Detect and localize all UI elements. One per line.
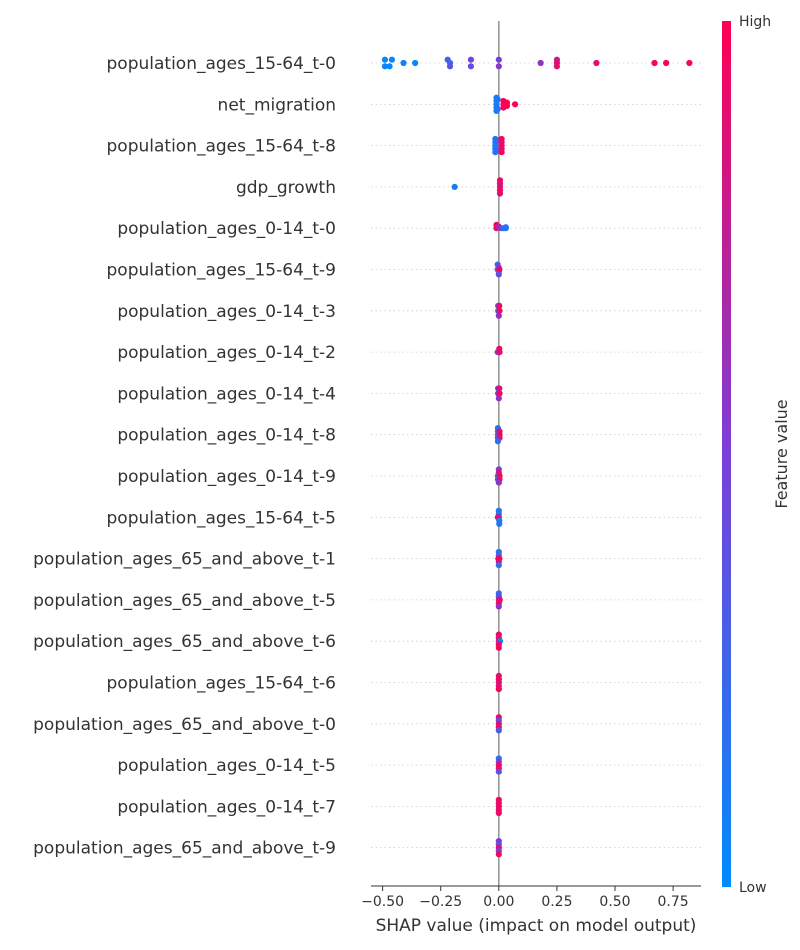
shap-point <box>467 56 475 63</box>
shap-point <box>495 644 502 651</box>
shap-point <box>381 56 389 63</box>
shap-point <box>400 59 407 67</box>
shap-point <box>381 63 389 70</box>
x-tick-label: −0.50 <box>361 894 404 910</box>
shap-point <box>686 59 693 67</box>
colorbar-high-label: High <box>739 14 771 30</box>
row-gridlines <box>371 62 701 849</box>
shap-point <box>593 59 600 67</box>
shap-point <box>495 562 502 569</box>
shap-point <box>496 307 503 314</box>
shap-point <box>502 224 509 231</box>
shap-point <box>495 56 502 63</box>
feature-label: population_ages_0-14_t-7 <box>117 797 336 817</box>
shap-point <box>663 59 670 67</box>
feature-label: population_ages_0-14_t-4 <box>117 384 336 404</box>
feature-label: population_ages_0-14_t-9 <box>117 467 336 487</box>
shap-point <box>494 438 501 445</box>
x-axis-title: SHAP value (impact on model output) <box>376 916 697 936</box>
x-axis-ticks: −0.50 −0.25 0.00 0.25 0.50 0.75 <box>361 886 689 910</box>
shap-point <box>495 63 502 70</box>
shap-point <box>412 59 419 67</box>
feature-label: population_ages_15-64_t-5 <box>107 508 337 528</box>
shap-point <box>496 302 503 309</box>
shap-point <box>495 479 502 486</box>
shap-point <box>495 686 502 693</box>
shap-point <box>511 101 519 108</box>
feature-label: population_ages_0-14_t-3 <box>117 302 336 322</box>
feature-label: population_ages_65_and_above_t-0 <box>33 715 336 735</box>
feature-label: population_ages_65_and_above_t-5 <box>33 591 336 611</box>
shap-points <box>381 56 693 858</box>
shap-point <box>553 63 561 70</box>
colorbar <box>722 21 731 887</box>
feature-label: population_ages_65_and_above_t-1 <box>33 550 336 570</box>
shap-point <box>495 768 502 775</box>
x-tick-label: −0.25 <box>419 894 462 910</box>
shap-point <box>495 809 502 817</box>
feature-label: population_ages_15-64_t-6 <box>107 674 337 694</box>
shap-point <box>496 385 503 392</box>
feature-label: population_ages_65_and_above_t-9 <box>33 839 336 859</box>
colorbar-title: Feature value <box>772 399 791 508</box>
x-tick-label: 0.50 <box>599 894 630 910</box>
x-tick-label: 0.75 <box>658 894 689 910</box>
shap-point <box>494 96 501 103</box>
colorbar-low-label: Low <box>739 880 767 896</box>
shap-point <box>386 63 393 70</box>
shap-point <box>495 395 502 402</box>
shap-point <box>495 603 502 610</box>
shap-point <box>496 390 503 397</box>
shap-point <box>496 520 503 528</box>
x-tick-label: 0.25 <box>541 894 572 910</box>
shap-point <box>496 266 503 273</box>
shap-point <box>495 727 502 734</box>
feature-label: population_ages_0-14_t-5 <box>117 756 336 776</box>
shap-point <box>388 56 396 63</box>
feature-labels: population_ages_15-64_t-0 net_migrationpo… <box>33 54 336 859</box>
shap-point <box>495 851 502 858</box>
feature-label: gdp_growth <box>236 178 336 198</box>
shap-point <box>496 190 504 197</box>
feature-label: net_migration <box>218 95 336 115</box>
shap-point <box>494 106 501 113</box>
shap-point <box>495 312 502 319</box>
feature-label: population_ages_15-64_t-8 <box>107 137 337 157</box>
feature-label: population_ages_0-14_t-2 <box>117 343 336 363</box>
feature-label: population_ages_15-64_t-0 <box>107 54 337 74</box>
shap-point <box>451 183 458 190</box>
feature-label: population_ages_0-14_t-8 <box>117 426 336 446</box>
x-tick-label: 0.00 <box>483 894 514 910</box>
feature-label: population_ages_65_and_above_t-6 <box>33 632 336 652</box>
feature-label: population_ages_15-64_t-9 <box>107 261 337 281</box>
feature-label: population_ages_0-14_t-0 <box>117 219 336 239</box>
shap-point <box>495 271 502 278</box>
shap-point <box>467 63 475 70</box>
shap-point <box>503 102 511 110</box>
shap-point <box>651 59 658 67</box>
shap-point <box>498 149 505 156</box>
shap-point <box>496 349 503 356</box>
shap-point <box>537 59 544 67</box>
shap-point <box>446 63 454 70</box>
